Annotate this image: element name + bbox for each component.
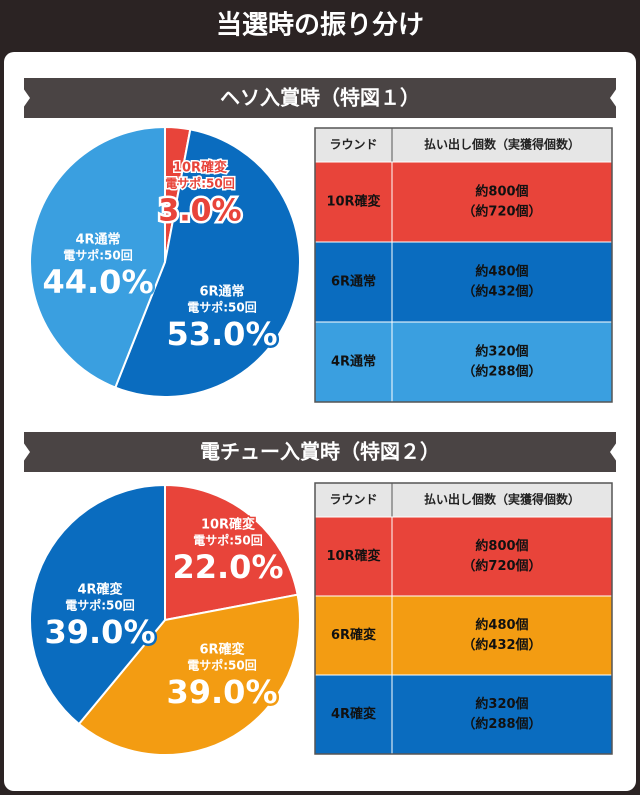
slice-category: 4R確変 xyxy=(77,582,122,598)
slice-value-label: 39.0% xyxy=(166,673,277,711)
table-cell: （約432個） xyxy=(462,637,541,653)
slice-value-label: 3.0% xyxy=(158,194,241,229)
table-cell: 4R通常 xyxy=(331,354,376,370)
pie-slice xyxy=(29,125,166,389)
table-cell: 4R確変 xyxy=(331,706,376,722)
table-cell: 6R通常 xyxy=(331,274,376,290)
slice-category: 10R確変 xyxy=(201,517,255,533)
table-header xyxy=(314,127,613,163)
slice-value-label: 22.0% xyxy=(172,548,283,586)
table-cell: （約288個） xyxy=(462,716,541,732)
slice-category: 10R確変 xyxy=(173,160,227,176)
table-cell: （約432個） xyxy=(462,284,541,300)
table-cell: （約288個） xyxy=(462,364,541,380)
table-cell: 約480個 xyxy=(475,617,528,633)
section-heading: ヘソ入賞時（特図１） xyxy=(220,86,420,110)
slice-value-label: 44.0% xyxy=(42,263,153,301)
table-row xyxy=(314,321,613,403)
slice-sub-label: 電サポ:50回 xyxy=(193,533,263,548)
page-title: 当選時の振り分け xyxy=(216,11,424,41)
table-row xyxy=(314,516,613,597)
section-heading-bar xyxy=(24,78,616,118)
table-cell: 約800個 xyxy=(475,538,528,554)
table-cell: 10R確変 xyxy=(326,194,380,210)
pie-slice xyxy=(164,483,299,622)
table-cell: 約800個 xyxy=(475,184,528,200)
table-cell: （約720個） xyxy=(462,204,541,220)
heading-notch xyxy=(16,78,30,118)
table-cell: 6R確変 xyxy=(331,627,376,643)
heading-notch xyxy=(16,432,30,472)
table-cell: 約320個 xyxy=(475,696,528,712)
table-header-cell: 払い出し個数（実獲得個数） xyxy=(424,137,580,152)
pie-slice xyxy=(114,128,301,398)
table-cell: 約320個 xyxy=(475,344,528,360)
slice-value-label: 53.0% xyxy=(166,315,277,353)
slice-category: 6R確変 xyxy=(199,642,244,658)
slice-sub-label: 電サポ:50回 xyxy=(63,248,133,263)
section-heading: 電チュー入賞時（特図２） xyxy=(200,440,440,464)
table-border xyxy=(314,127,613,403)
heading-notch xyxy=(610,432,624,472)
pie-slice xyxy=(29,483,166,726)
table-row xyxy=(314,595,613,676)
slice-sub-label: 電サポ:50回 xyxy=(65,598,135,613)
slice-category: 6R通常 xyxy=(199,284,244,300)
table-cell: 約480個 xyxy=(475,264,528,280)
table-header-cell: 払い出し個数（実獲得個数） xyxy=(424,492,580,507)
slice-sub-label: 電サポ:50回 xyxy=(165,176,235,191)
slice-sub-label: 電サポ:50回 xyxy=(187,300,257,315)
slice-value-label: 39.0% xyxy=(44,613,155,651)
slice-sub-label: 電サポ:50回 xyxy=(187,658,257,673)
table-header xyxy=(314,482,613,518)
table-cell: （約720個） xyxy=(462,558,541,574)
table-header-cell: ラウンド xyxy=(329,138,377,152)
slice-category: 4R通常 xyxy=(75,232,120,248)
pie-slice xyxy=(77,593,301,756)
table-border xyxy=(314,482,613,755)
section-heading-bar xyxy=(24,432,616,472)
table-cell: 10R確変 xyxy=(326,548,380,564)
heading-notch xyxy=(610,78,624,118)
table-header-cell: ラウンド xyxy=(329,493,377,507)
